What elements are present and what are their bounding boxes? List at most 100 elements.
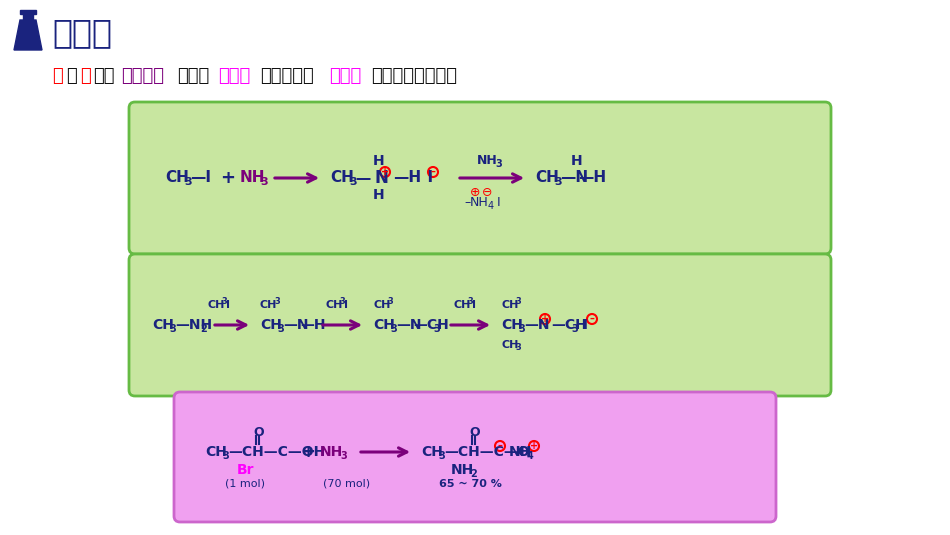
Text: O: O (253, 425, 263, 439)
Text: 3: 3 (390, 324, 397, 334)
Text: 3: 3 (184, 177, 192, 187)
Text: I: I (493, 196, 501, 210)
FancyBboxPatch shape (129, 254, 831, 396)
Text: —: — (355, 171, 370, 186)
Text: 氨: 氨 (52, 67, 63, 85)
Text: 3: 3 (515, 297, 521, 307)
Text: –: – (464, 196, 470, 210)
Text: CH: CH (501, 318, 522, 332)
Text: 3: 3 (467, 297, 473, 307)
Text: CH: CH (501, 340, 519, 350)
Text: 2: 2 (200, 324, 207, 334)
Text: NH: NH (240, 171, 265, 186)
Text: NH: NH (477, 154, 498, 166)
Text: 4: 4 (527, 451, 534, 461)
FancyBboxPatch shape (129, 102, 831, 254)
Text: —N: —N (283, 318, 309, 332)
Text: ，能与: ，能与 (177, 67, 209, 85)
Text: CH: CH (325, 300, 342, 310)
Text: 卤代烷: 卤代烷 (218, 67, 251, 85)
Text: NH: NH (509, 445, 532, 459)
Text: I: I (417, 171, 433, 186)
Text: NH: NH (320, 445, 343, 459)
Text: —N: —N (524, 318, 549, 332)
Text: CH: CH (330, 171, 353, 186)
Text: +: + (220, 169, 235, 187)
Text: +: + (381, 167, 390, 177)
Text: 卤代烃: 卤代烃 (330, 67, 362, 85)
Text: 3: 3 (554, 177, 561, 187)
Text: 3: 3 (340, 451, 347, 461)
Text: CH: CH (535, 171, 559, 186)
Text: ⊕: ⊕ (470, 186, 481, 198)
Text: I: I (472, 300, 476, 310)
Text: CH: CH (165, 171, 189, 186)
Text: 3: 3 (438, 451, 445, 461)
Text: —H: —H (578, 171, 606, 186)
Polygon shape (14, 20, 42, 50)
Text: 3: 3 (495, 159, 502, 169)
Text: +: + (300, 443, 315, 461)
Text: 3: 3 (518, 324, 524, 334)
Text: —N: —N (560, 171, 588, 186)
Text: 2: 2 (470, 469, 477, 479)
Text: 3: 3 (515, 343, 521, 353)
Text: 3: 3 (274, 297, 279, 307)
Text: H: H (373, 188, 385, 202)
Text: 3: 3 (277, 324, 284, 334)
Text: 3: 3 (222, 451, 229, 461)
Text: 胺: 胺 (80, 67, 90, 85)
Text: CH: CH (260, 318, 282, 332)
Text: (1 mol): (1 mol) (225, 479, 265, 489)
Bar (20, 10, 36, 14)
Text: –: – (498, 441, 503, 451)
Text: ⊖: ⊖ (482, 186, 492, 198)
Text: 3: 3 (339, 297, 345, 307)
Text: H: H (571, 154, 582, 168)
Bar (23, 12, 33, 20)
Text: CH: CH (421, 445, 443, 459)
Text: CH: CH (205, 445, 227, 459)
Text: —CH—C—O: —CH—C—O (444, 445, 530, 459)
Text: (70 mol): (70 mol) (323, 479, 370, 489)
Text: 3: 3 (571, 324, 578, 334)
Text: —NH: —NH (175, 318, 212, 332)
Text: I: I (578, 318, 588, 332)
Text: 均是: 均是 (94, 67, 115, 85)
Text: —CH: —CH (551, 318, 587, 332)
Text: +: + (530, 441, 538, 451)
FancyBboxPatch shape (174, 392, 776, 522)
Text: 3: 3 (387, 297, 392, 307)
Text: –: – (430, 167, 435, 177)
Text: 烃基化: 烃基化 (52, 17, 112, 50)
Text: –: – (590, 314, 595, 324)
Text: +: + (541, 314, 549, 324)
Text: 3: 3 (433, 324, 440, 334)
Text: CH: CH (453, 300, 470, 310)
Text: 65 ~ 70 %: 65 ~ 70 % (439, 479, 502, 489)
Text: —CH: —CH (413, 318, 448, 332)
Text: 或其他活泼: 或其他活泼 (260, 67, 314, 85)
Text: 3: 3 (349, 177, 356, 187)
Text: 4: 4 (488, 201, 494, 211)
Text: —N: —N (396, 318, 422, 332)
Text: 或: 或 (66, 67, 77, 85)
Text: NH: NH (470, 196, 488, 210)
Text: 3: 3 (260, 177, 268, 187)
Text: —H: —H (300, 318, 326, 332)
Text: CH: CH (260, 300, 277, 310)
Text: 3: 3 (169, 324, 176, 334)
Text: I: I (226, 300, 230, 310)
Text: 发生烃基化反应。: 发生烃基化反应。 (371, 67, 457, 85)
Text: 3: 3 (221, 297, 227, 307)
Text: —H: —H (393, 171, 421, 186)
Text: CH: CH (152, 318, 174, 332)
Text: NH: NH (451, 463, 474, 477)
Text: I: I (344, 300, 348, 310)
Text: CH: CH (373, 300, 390, 310)
Text: 亲核试剂: 亲核试剂 (122, 67, 164, 85)
Text: CH: CH (373, 318, 395, 332)
Text: CH: CH (501, 300, 519, 310)
Text: —CH—C—OH: —CH—C—OH (228, 445, 325, 459)
Text: —I: —I (190, 171, 211, 186)
